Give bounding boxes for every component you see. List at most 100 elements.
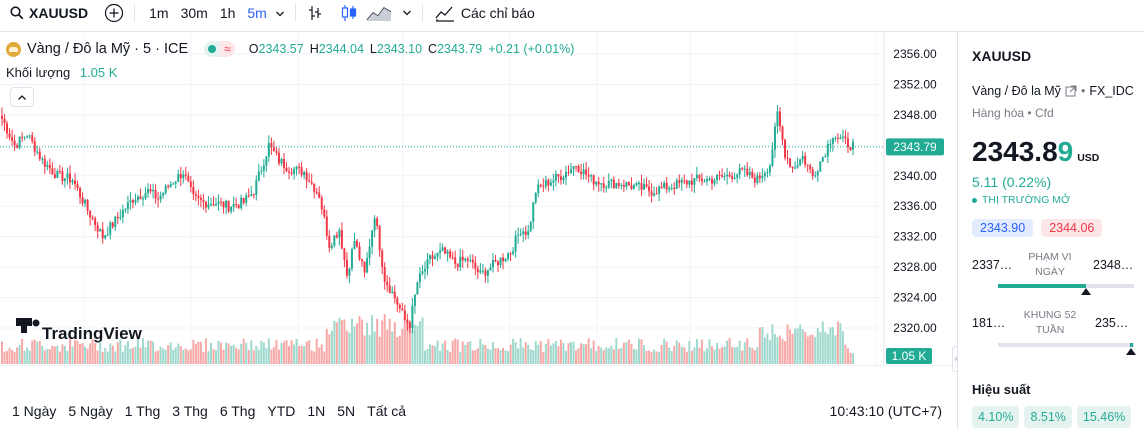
clock[interactable]: 10:43:10 (UTC+7) bbox=[829, 403, 942, 419]
panel-name[interactable]: Vàng / Đô la Mỹ bbox=[972, 84, 1061, 98]
candle-body bbox=[819, 161, 822, 172]
range-all[interactable]: Tất cả bbox=[367, 403, 407, 419]
candle-body bbox=[778, 111, 781, 127]
indicators-button[interactable]: Các chỉ báo bbox=[435, 0, 535, 26]
ask-button[interactable]: 2344.06 bbox=[1041, 219, 1103, 237]
chevron-down-icon[interactable] bbox=[402, 9, 412, 17]
range-3m[interactable]: 3 Thg bbox=[172, 403, 208, 419]
candle-body bbox=[76, 184, 79, 188]
candle-body bbox=[814, 175, 817, 177]
volume-bar bbox=[768, 339, 771, 364]
panel-category-row: Hàng hóa • Cfd bbox=[972, 106, 1054, 120]
candle-body bbox=[141, 198, 144, 200]
candle-body bbox=[270, 143, 273, 148]
volume-bar bbox=[227, 343, 230, 364]
interval-5m[interactable]: 5m bbox=[247, 5, 267, 21]
volume-bar bbox=[441, 343, 444, 364]
candle-body bbox=[179, 173, 182, 179]
performance-1m[interactable]: 8.51% bbox=[1024, 406, 1072, 428]
candle-body bbox=[159, 195, 162, 200]
candle-body bbox=[308, 180, 311, 182]
range-ytd[interactable]: YTD bbox=[267, 403, 296, 419]
candle-body bbox=[250, 194, 253, 196]
bar-style-button[interactable] bbox=[306, 0, 324, 26]
candle-body bbox=[675, 180, 678, 189]
candle-body bbox=[784, 139, 787, 158]
collapse-legend-button[interactable] bbox=[10, 87, 34, 107]
volume-bar bbox=[509, 344, 512, 364]
volume-bar bbox=[255, 345, 258, 364]
volume-bar bbox=[81, 343, 84, 364]
volume-bar bbox=[245, 342, 248, 364]
volume-bar bbox=[496, 348, 499, 364]
range-5y[interactable]: 5N bbox=[337, 403, 356, 419]
compare-button[interactable] bbox=[104, 0, 124, 26]
volume-bar bbox=[41, 345, 44, 364]
volume-bar bbox=[761, 326, 764, 364]
volume-bar bbox=[21, 338, 24, 364]
range-5d[interactable]: 5 Ngày bbox=[68, 403, 113, 419]
external-link-icon[interactable] bbox=[1065, 85, 1077, 97]
volume-bar bbox=[454, 338, 457, 364]
candle-body bbox=[353, 240, 356, 250]
performance-1w[interactable]: 4.10% bbox=[972, 406, 1020, 428]
candle-body bbox=[215, 204, 218, 206]
volume-bar bbox=[36, 341, 39, 364]
candle-body bbox=[721, 175, 724, 177]
volume-bar bbox=[504, 350, 507, 364]
range-1m[interactable]: 1 Thg bbox=[124, 403, 161, 419]
bid-button[interactable]: 2343.90 bbox=[972, 219, 1034, 237]
y-tick-label: 2352.00 bbox=[893, 77, 937, 91]
y-tick-label: 2356.00 bbox=[893, 47, 937, 61]
volume-bar bbox=[162, 348, 165, 364]
volume-bar bbox=[3, 351, 6, 364]
watermark-text: TradingView bbox=[42, 324, 143, 343]
volume-bar bbox=[753, 350, 756, 364]
candle-body bbox=[235, 204, 238, 206]
candle-body bbox=[388, 285, 391, 294]
candle-body bbox=[486, 270, 489, 276]
price-axis[interactable]: 2356.002352.002348.002344.002340.002336.… bbox=[883, 32, 952, 366]
volume-bar bbox=[222, 349, 225, 364]
volume-bar bbox=[202, 351, 205, 364]
symbol-search[interactable]: XAUUSD bbox=[0, 0, 88, 26]
performance-3m[interactable]: 15.46% bbox=[1076, 406, 1132, 428]
volume-bar bbox=[318, 347, 321, 364]
volume-bar bbox=[33, 339, 36, 364]
range-1y[interactable]: 1N bbox=[307, 403, 326, 419]
candle-body bbox=[86, 199, 89, 211]
candle-body bbox=[718, 174, 721, 176]
candle-body bbox=[406, 320, 409, 324]
chevron-down-icon[interactable] bbox=[275, 5, 285, 21]
range-1d[interactable]: 1 Ngày bbox=[12, 403, 57, 419]
range-6m[interactable]: 6 Thg bbox=[219, 403, 256, 419]
volume-bar bbox=[695, 338, 698, 364]
interval-1h[interactable]: 1h bbox=[219, 5, 236, 21]
volume-label[interactable]: Khối lượng bbox=[6, 65, 71, 80]
ohlc-low: L2343.10 bbox=[369, 42, 423, 56]
candle-body bbox=[429, 255, 432, 260]
volume-bar bbox=[237, 349, 240, 364]
candle-body bbox=[227, 200, 230, 212]
interval-1m[interactable]: 1m bbox=[149, 5, 169, 21]
area-chart-icon bbox=[366, 7, 392, 21]
volume-bar bbox=[587, 338, 590, 364]
candle-body bbox=[79, 187, 82, 198]
candle-body bbox=[610, 179, 613, 181]
volume-bar bbox=[333, 320, 336, 364]
candles-button[interactable] bbox=[340, 0, 358, 26]
candle-body bbox=[202, 199, 205, 202]
candle-body bbox=[129, 200, 132, 203]
symbol-title[interactable]: Vàng / Đô la Mỹ · 5 · ICE bbox=[27, 41, 189, 57]
volume-bar bbox=[469, 341, 472, 364]
price-chart[interactable]: TradingView 2356.002352.002348.002344.00… bbox=[0, 32, 952, 366]
volume-bar bbox=[731, 346, 734, 364]
interval-30m[interactable]: 30m bbox=[180, 5, 208, 21]
candle-body bbox=[587, 174, 590, 177]
candle-body bbox=[741, 168, 744, 170]
symbol-label: XAUUSD bbox=[29, 5, 89, 21]
area-style-button[interactable] bbox=[366, 0, 392, 26]
volume-bar bbox=[502, 348, 505, 364]
candle-body bbox=[731, 176, 734, 179]
volume-bar bbox=[527, 344, 530, 364]
